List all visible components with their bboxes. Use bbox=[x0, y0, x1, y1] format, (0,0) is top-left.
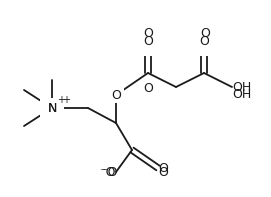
Bar bbox=[140, 40, 156, 56]
Text: O: O bbox=[143, 82, 153, 95]
Text: ⁻O: ⁻O bbox=[99, 165, 116, 178]
Text: OH: OH bbox=[232, 81, 251, 94]
Text: OH: OH bbox=[232, 87, 251, 100]
Text: ⁻O: ⁻O bbox=[102, 165, 118, 178]
Text: +: + bbox=[57, 95, 65, 105]
Text: N: N bbox=[47, 101, 57, 114]
Text: O: O bbox=[143, 27, 153, 40]
Text: O: O bbox=[111, 88, 121, 101]
Bar bbox=[40, 98, 64, 118]
Text: O: O bbox=[199, 35, 209, 48]
Bar bbox=[196, 40, 212, 56]
Text: +: + bbox=[62, 95, 70, 105]
Text: O: O bbox=[143, 35, 153, 48]
Text: O: O bbox=[200, 27, 210, 40]
Text: O: O bbox=[158, 162, 168, 175]
Text: O: O bbox=[158, 165, 168, 178]
Bar bbox=[108, 87, 124, 103]
Text: N: N bbox=[47, 101, 57, 114]
